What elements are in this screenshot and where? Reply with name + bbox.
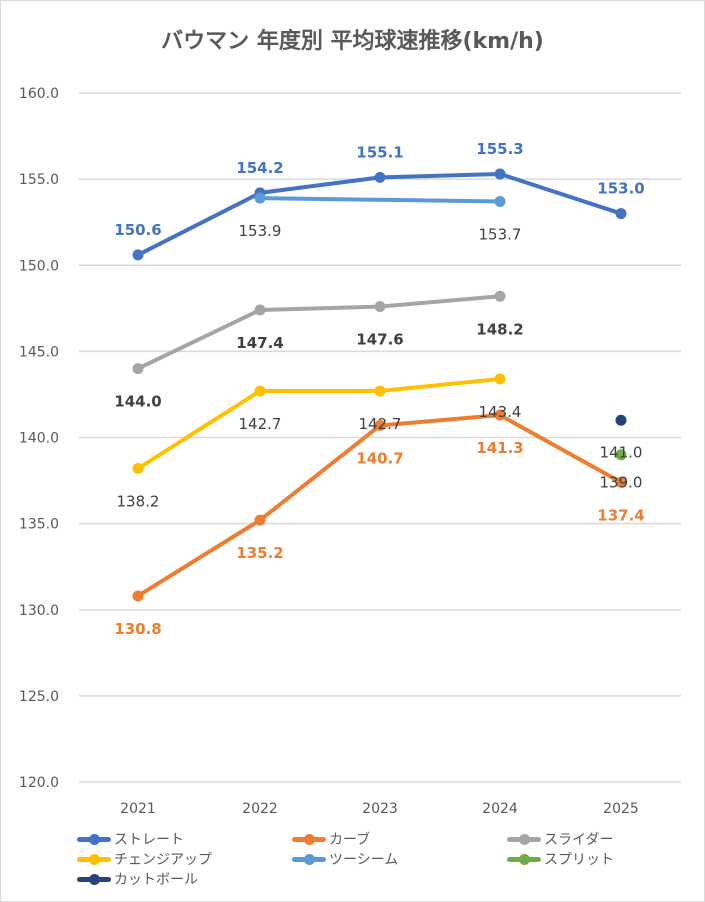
data-point — [374, 301, 386, 313]
legend-item[interactable]: ストレート — [77, 829, 184, 849]
series-line — [259, 196, 501, 204]
legend-label: カーブ — [329, 832, 371, 848]
data-label: 130.8 — [114, 620, 161, 638]
legend-label: ストレート — [114, 832, 184, 848]
data-point — [132, 463, 144, 475]
legend-item[interactable]: スライダー — [507, 829, 613, 849]
data-label: 150.6 — [114, 221, 161, 239]
data-point — [615, 208, 627, 220]
legend-item[interactable]: スプリット — [507, 849, 614, 869]
series-line — [136, 376, 501, 471]
legend-item[interactable]: カットボール — [77, 869, 198, 889]
data-label: 135.2 — [236, 544, 283, 562]
legend-marker-icon — [77, 873, 111, 885]
data-point — [254, 304, 266, 316]
data-point — [615, 414, 627, 426]
data-label: 153.9 — [239, 222, 282, 240]
data-label: 147.4 — [236, 334, 283, 352]
data-point — [132, 590, 144, 602]
legend-item[interactable]: チェンジアップ — [77, 849, 212, 869]
data-label: 142.7 — [359, 415, 402, 433]
data-point — [615, 449, 627, 461]
legend-marker-icon — [77, 853, 111, 865]
y-tick-label: 140.0 — [19, 431, 59, 447]
data-label: 144.0 — [114, 393, 161, 411]
data-point — [494, 168, 506, 180]
data-point — [494, 409, 506, 421]
data-label: 155.3 — [476, 140, 523, 158]
data-label: 137.4 — [597, 506, 644, 524]
legend-label: スプリット — [544, 852, 614, 868]
y-tick-label: 160.0 — [19, 86, 59, 102]
y-tick-label: 120.0 — [19, 775, 59, 791]
legend-marker-icon — [292, 833, 326, 845]
legend-marker-icon — [77, 833, 111, 845]
data-label: 138.2 — [117, 493, 160, 511]
data-label: 154.2 — [236, 159, 283, 177]
data-label: 141.0 — [600, 443, 643, 461]
data-point — [615, 476, 627, 488]
series-line — [137, 171, 622, 257]
x-tick-label: 2025 — [603, 801, 639, 817]
x-tick-label: 2023 — [362, 801, 398, 817]
legend-marker-icon — [507, 833, 541, 845]
legend-item[interactable]: ツーシーム — [292, 849, 398, 869]
data-point — [254, 514, 266, 526]
data-label: 147.6 — [356, 331, 403, 349]
y-tick-label: 155.0 — [19, 172, 59, 188]
legend-marker-icon — [292, 853, 326, 865]
data-label: 143.4 — [479, 403, 522, 421]
y-tick-label: 145.0 — [19, 344, 59, 360]
legend-label: ツーシーム — [329, 852, 399, 868]
chart-title: バウマン 年度別 平均球速推移(km/h) — [161, 29, 544, 54]
data-label: 140.7 — [356, 449, 403, 467]
x-tick-label: 2024 — [482, 801, 518, 817]
data-label: 155.1 — [356, 143, 403, 161]
data-point — [374, 419, 386, 431]
data-label: 148.2 — [476, 320, 523, 338]
x-tick-label: 2022 — [242, 801, 278, 817]
data-point — [374, 385, 386, 397]
data-point — [132, 249, 144, 261]
series-line — [137, 294, 501, 371]
data-point — [494, 373, 506, 385]
data-label: 139.0 — [600, 474, 643, 492]
y-tick-label: 150.0 — [19, 258, 59, 274]
y-tick-label: 135.0 — [19, 517, 59, 533]
legend-label: カットボール — [114, 872, 198, 888]
data-point — [374, 171, 386, 183]
x-tick-label: 2021 — [120, 801, 156, 817]
data-point — [494, 196, 506, 208]
data-point — [254, 192, 266, 204]
data-point — [254, 385, 266, 397]
legend-item[interactable]: カーブ — [292, 829, 370, 849]
series-line — [136, 413, 622, 598]
data-label: 153.0 — [597, 180, 644, 198]
data-point — [132, 363, 144, 375]
data-label: 141.3 — [476, 439, 523, 457]
y-tick-label: 130.0 — [19, 603, 59, 619]
y-tick-label: 125.0 — [19, 689, 59, 705]
data-label: 142.7 — [239, 415, 282, 433]
data-point — [494, 290, 506, 302]
legend-label: チェンジアップ — [114, 852, 212, 868]
data-label: 153.7 — [479, 226, 522, 244]
legend-marker-icon — [507, 853, 541, 865]
legend-label: スライダー — [544, 832, 614, 848]
